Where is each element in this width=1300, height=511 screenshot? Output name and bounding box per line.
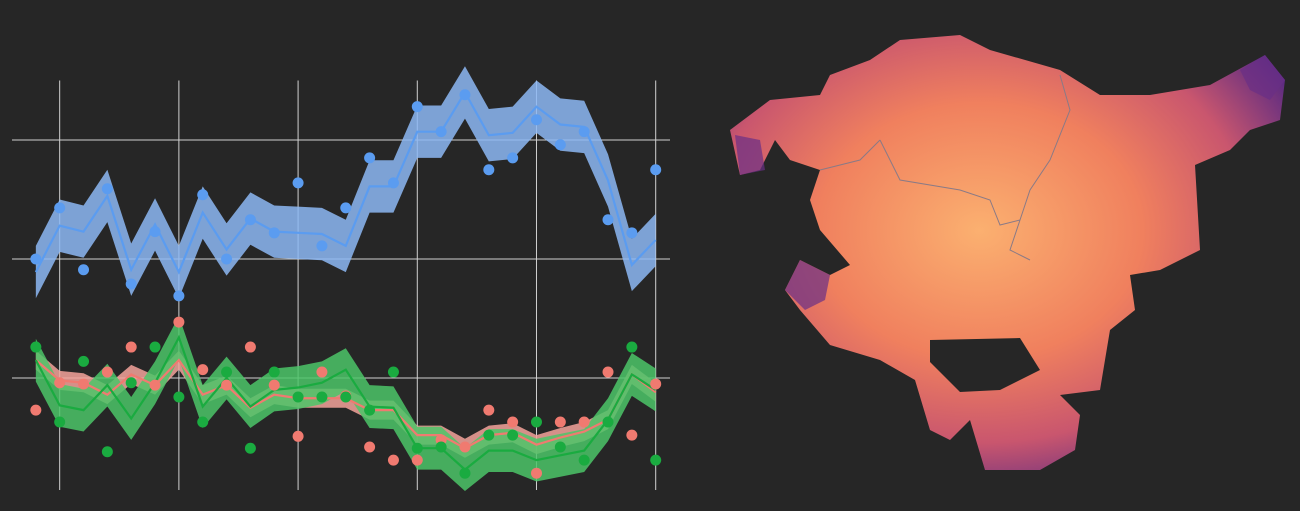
point bbox=[459, 467, 471, 479]
point bbox=[173, 290, 185, 302]
point bbox=[435, 441, 447, 453]
point bbox=[507, 152, 519, 164]
point bbox=[340, 202, 352, 214]
point bbox=[507, 416, 519, 428]
point bbox=[221, 253, 233, 265]
point bbox=[483, 164, 495, 176]
point bbox=[221, 379, 233, 391]
point bbox=[292, 177, 304, 189]
point bbox=[54, 377, 66, 389]
map bbox=[730, 35, 1285, 470]
point bbox=[483, 429, 495, 441]
point bbox=[554, 139, 566, 151]
point bbox=[244, 341, 256, 353]
point bbox=[292, 391, 304, 403]
point bbox=[602, 416, 614, 428]
point bbox=[554, 416, 566, 428]
point bbox=[101, 446, 113, 458]
point bbox=[197, 364, 209, 376]
point bbox=[387, 366, 399, 378]
point bbox=[387, 177, 399, 189]
point bbox=[364, 404, 376, 416]
confidence-band bbox=[35, 316, 656, 492]
point bbox=[78, 264, 90, 276]
map-region bbox=[730, 35, 1285, 470]
point bbox=[626, 227, 638, 239]
point bbox=[554, 441, 566, 453]
point bbox=[626, 341, 638, 353]
point bbox=[459, 89, 471, 101]
point bbox=[125, 377, 137, 389]
point bbox=[411, 454, 423, 466]
point bbox=[507, 429, 519, 441]
point bbox=[101, 366, 113, 378]
point bbox=[78, 355, 90, 367]
point bbox=[101, 183, 113, 195]
point bbox=[435, 126, 447, 138]
line bbox=[34, 334, 657, 472]
point bbox=[459, 441, 471, 453]
point bbox=[364, 441, 376, 453]
point bbox=[54, 416, 66, 428]
point bbox=[578, 126, 590, 138]
point bbox=[650, 378, 662, 390]
point bbox=[650, 164, 662, 176]
point bbox=[30, 341, 42, 353]
point bbox=[268, 366, 280, 378]
point bbox=[483, 404, 495, 416]
point bbox=[125, 278, 137, 290]
point bbox=[292, 430, 304, 442]
point bbox=[340, 391, 352, 403]
point bbox=[411, 101, 423, 113]
point bbox=[530, 416, 542, 428]
point bbox=[149, 379, 161, 391]
point bbox=[30, 404, 42, 416]
map-border bbox=[819, 74, 1071, 261]
point bbox=[244, 442, 256, 454]
point bbox=[149, 226, 161, 238]
point bbox=[268, 227, 280, 239]
point bbox=[30, 253, 42, 265]
point bbox=[316, 391, 328, 403]
point bbox=[411, 442, 423, 454]
point bbox=[364, 152, 376, 164]
point bbox=[650, 454, 662, 466]
point bbox=[602, 214, 614, 226]
point bbox=[602, 366, 614, 378]
point bbox=[173, 391, 185, 403]
point bbox=[197, 189, 209, 201]
point bbox=[197, 416, 209, 428]
point bbox=[268, 379, 280, 391]
point bbox=[387, 454, 399, 466]
point bbox=[173, 316, 185, 328]
line bbox=[34, 90, 657, 275]
map-shade bbox=[735, 55, 1285, 310]
point bbox=[78, 378, 90, 390]
point bbox=[149, 341, 161, 353]
point bbox=[54, 202, 66, 214]
point bbox=[125, 341, 137, 353]
point bbox=[316, 240, 328, 252]
point bbox=[221, 366, 233, 378]
point bbox=[578, 454, 590, 466]
point bbox=[244, 214, 256, 226]
point bbox=[578, 416, 590, 428]
point bbox=[530, 114, 542, 126]
point bbox=[626, 429, 638, 441]
point bbox=[530, 467, 542, 479]
point bbox=[316, 366, 328, 378]
